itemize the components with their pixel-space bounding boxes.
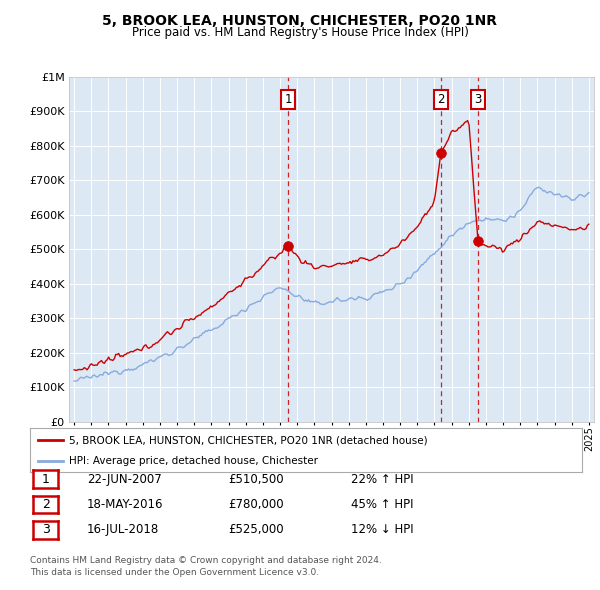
Text: 18-MAY-2016: 18-MAY-2016 xyxy=(87,498,163,511)
Text: 3: 3 xyxy=(41,523,50,536)
Text: This data is licensed under the Open Government Licence v3.0.: This data is licensed under the Open Gov… xyxy=(30,568,319,577)
Text: £780,000: £780,000 xyxy=(228,498,284,511)
Text: 1: 1 xyxy=(41,473,50,486)
Text: 22% ↑ HPI: 22% ↑ HPI xyxy=(351,473,413,486)
Text: 2: 2 xyxy=(41,498,50,511)
Text: 2: 2 xyxy=(437,93,445,106)
Text: 12% ↓ HPI: 12% ↓ HPI xyxy=(351,523,413,536)
Text: 3: 3 xyxy=(474,93,482,106)
Text: HPI: Average price, detached house, Chichester: HPI: Average price, detached house, Chic… xyxy=(68,456,317,466)
Text: 5, BROOK LEA, HUNSTON, CHICHESTER, PO20 1NR (detached house): 5, BROOK LEA, HUNSTON, CHICHESTER, PO20 … xyxy=(68,435,427,445)
Text: 45% ↑ HPI: 45% ↑ HPI xyxy=(351,498,413,511)
Text: 5, BROOK LEA, HUNSTON, CHICHESTER, PO20 1NR: 5, BROOK LEA, HUNSTON, CHICHESTER, PO20 … xyxy=(103,14,497,28)
Text: £510,500: £510,500 xyxy=(228,473,284,486)
Text: 22-JUN-2007: 22-JUN-2007 xyxy=(87,473,162,486)
Text: Contains HM Land Registry data © Crown copyright and database right 2024.: Contains HM Land Registry data © Crown c… xyxy=(30,556,382,565)
Text: 16-JUL-2018: 16-JUL-2018 xyxy=(87,523,159,536)
Text: 1: 1 xyxy=(284,93,292,106)
Text: Price paid vs. HM Land Registry's House Price Index (HPI): Price paid vs. HM Land Registry's House … xyxy=(131,26,469,39)
Text: £525,000: £525,000 xyxy=(228,523,284,536)
